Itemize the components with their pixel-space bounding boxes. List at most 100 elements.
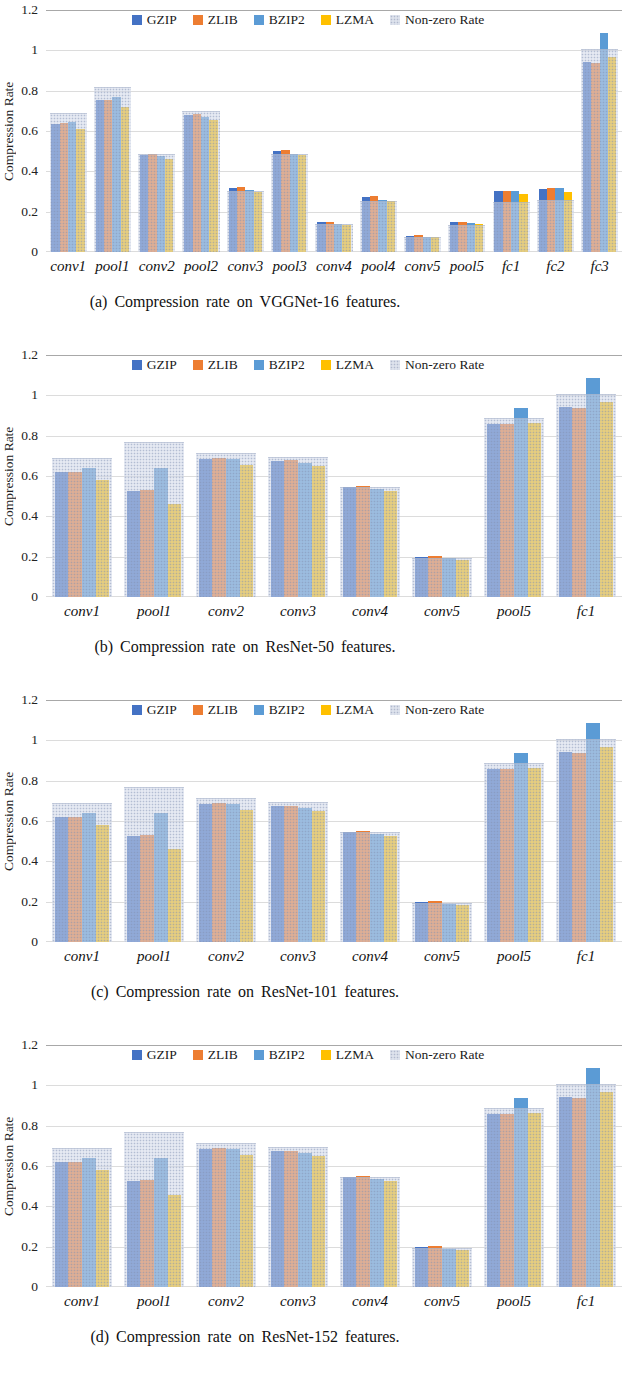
chart-panel-d: Compression Rate00.20.40.60.811.2GZIPZLI… — [0, 1035, 640, 1380]
bar-nonzero-rate-overlay — [556, 394, 616, 597]
bar-nonzero-rate-overlay — [268, 457, 328, 597]
legend-swatch-icon — [132, 705, 142, 715]
bar-nonzero-rate-overlay — [412, 903, 472, 942]
y-tick-label: 0.8 — [0, 773, 38, 789]
plot-area: GZIP ZLIB BZIP2 LZMA Non-zero Rate — [46, 1045, 622, 1287]
y-tick-label: 0.6 — [0, 1158, 38, 1174]
bar-nonzero-rate-overlay — [556, 739, 616, 942]
legend-item-gzip: GZIP — [132, 12, 177, 28]
legend-item-zlib: ZLIB — [193, 702, 238, 718]
bar-group-conv5 — [406, 355, 478, 597]
x-category-label: conv4 — [334, 1293, 406, 1310]
x-category-label: conv2 — [190, 948, 262, 965]
legend-swatch-icon — [193, 705, 203, 715]
bar-nonzero-rate-overlay — [581, 49, 618, 252]
legend-item-bzip2: BZIP2 — [254, 12, 305, 28]
y-tick-label: 0.4 — [0, 163, 38, 179]
y-tick-label: 0 — [0, 934, 38, 950]
y-tick-label: 0.2 — [0, 894, 38, 910]
legend-item-bzip2: BZIP2 — [254, 1047, 305, 1063]
legend-label: LZMA — [336, 1047, 374, 1063]
x-category-label: conv1 — [46, 603, 118, 620]
x-category-label: conv3 — [262, 1293, 334, 1310]
bar-nonzero-rate-overlay — [537, 200, 574, 252]
bar-group-conv4 — [334, 700, 406, 942]
x-category-label: pool5 — [445, 258, 489, 275]
legend-swatch-icon — [390, 15, 400, 25]
bar-nonzero-rate-overlay — [412, 1248, 472, 1287]
x-category-label: pool3 — [267, 258, 311, 275]
bar-group-conv5 — [406, 700, 478, 942]
x-category-label: conv5 — [400, 258, 444, 275]
bar-group-pool5 — [445, 10, 489, 252]
x-category-label: pool5 — [478, 603, 550, 620]
legend-label: BZIP2 — [269, 1047, 305, 1063]
legend-label: Non-zero Rate — [405, 702, 484, 718]
bar-nonzero-rate-overlay — [50, 113, 87, 252]
y-tick-label: 0.8 — [0, 83, 38, 99]
x-category-label: pool1 — [90, 258, 134, 275]
y-tick-label: 1 — [0, 42, 38, 58]
legend-label: Non-zero Rate — [405, 12, 484, 28]
bar-group-conv1 — [46, 10, 90, 252]
legend-label: BZIP2 — [269, 357, 305, 373]
bar-group-conv3 — [262, 700, 334, 942]
bar-nonzero-rate-overlay — [271, 154, 308, 252]
y-tick-label: 0 — [0, 244, 38, 260]
bar-nonzero-rate-overlay — [484, 418, 544, 597]
bar-nonzero-rate-overlay — [340, 832, 400, 942]
x-category-label: conv3 — [262, 603, 334, 620]
legend-item-non-zero-rate: Non-zero Rate — [390, 12, 484, 28]
bar-group-fc1 — [550, 700, 622, 942]
chart-caption: (c) Compression rate on ResNet-101 featu… — [0, 983, 640, 1001]
bar-nonzero-rate-overlay — [124, 1132, 184, 1287]
legend-item-gzip: GZIP — [132, 1047, 177, 1063]
legend-swatch-icon — [321, 1050, 331, 1060]
legend-label: GZIP — [147, 357, 177, 373]
x-category-label: pool5 — [478, 948, 550, 965]
bar-nonzero-rate-overlay — [124, 442, 184, 597]
bar-group-conv3 — [262, 1045, 334, 1287]
bar-group-fc1 — [550, 1045, 622, 1287]
bar-nonzero-rate-overlay — [196, 798, 256, 942]
legend-item-zlib: ZLIB — [193, 1047, 238, 1063]
legend-item-gzip: GZIP — [132, 357, 177, 373]
legend-swatch-icon — [254, 1050, 264, 1060]
bar-nonzero-rate-overlay — [493, 202, 530, 252]
y-tick-label: 0 — [0, 589, 38, 605]
legend-label: LZMA — [336, 12, 374, 28]
bar-nonzero-rate-overlay — [124, 787, 184, 942]
bar-nonzero-rate-overlay — [340, 1177, 400, 1287]
bar-group-pool4 — [356, 10, 400, 252]
legend-swatch-icon — [321, 360, 331, 370]
x-category-label: conv5 — [406, 1293, 478, 1310]
legend-item-non-zero-rate: Non-zero Rate — [390, 1047, 484, 1063]
x-category-label: fc1 — [550, 948, 622, 965]
legend-label: BZIP2 — [269, 702, 305, 718]
legend: GZIPZLIBBZIP2LZMANon-zero Rate — [20, 357, 596, 373]
bar-nonzero-rate-overlay — [196, 453, 256, 597]
y-tick-label: 0.6 — [0, 123, 38, 139]
bar-nonzero-rate-overlay — [268, 802, 328, 942]
legend-item-non-zero-rate: Non-zero Rate — [390, 702, 484, 718]
x-axis-labels: conv1pool1conv2conv3conv4conv5pool5fc1 — [46, 948, 622, 965]
y-tick-label: 1 — [0, 732, 38, 748]
y-tick-label: 0.4 — [0, 508, 38, 524]
bar-nonzero-rate-overlay — [404, 237, 441, 252]
legend-swatch-icon — [193, 15, 203, 25]
chart-panel-b: Compression Rate00.20.40.60.811.2GZIPZLI… — [0, 345, 640, 690]
bar-groups — [46, 1045, 622, 1287]
legend-swatch-icon — [321, 705, 331, 715]
bar-nonzero-rate-overlay — [484, 1108, 544, 1287]
bar-group-conv1 — [46, 1045, 118, 1287]
x-category-label: conv3 — [262, 948, 334, 965]
legend-swatch-icon — [390, 1050, 400, 1060]
bar-group-pool1 — [118, 700, 190, 942]
x-category-label: fc3 — [578, 258, 622, 275]
bar-nonzero-rate-overlay — [484, 763, 544, 942]
legend-swatch-icon — [321, 15, 331, 25]
y-tick-label: 0.2 — [0, 549, 38, 565]
bar-group-conv4 — [312, 10, 356, 252]
legend-swatch-icon — [390, 705, 400, 715]
bar-nonzero-rate-overlay — [448, 225, 485, 252]
